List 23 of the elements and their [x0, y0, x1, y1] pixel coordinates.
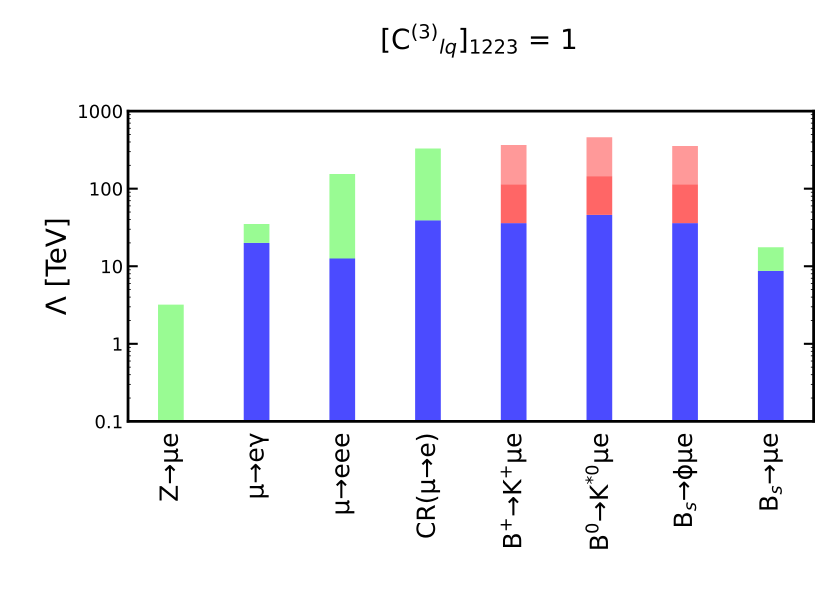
bar [672, 146, 698, 184]
y-tick-label: 0.1 [96, 414, 122, 428]
x-tick-label: B$^{+}$→K$^{+}$μe [500, 434, 526, 548]
bar [500, 145, 527, 184]
x-tick-label: μ→eγ [249, 433, 269, 498]
x-tick-label: Z→μe [160, 434, 183, 501]
bar [586, 176, 612, 215]
y-tick-label: 10 [102, 260, 122, 274]
x-tick-label: B$^{0}$→K$^{*0}$μe [585, 434, 614, 549]
chart-title: [C$^{(3)}$$_{lq}$]$_{1223}$ = 1 [382, 24, 576, 58]
bar [758, 247, 784, 271]
y-axis-title: Λ [TeV] [44, 220, 70, 315]
bar [500, 184, 527, 224]
bar [672, 184, 698, 224]
y-tick-label: 1000 [79, 104, 122, 118]
bar [244, 224, 270, 243]
x-tick-label: B$_{s}$→ϕμe [672, 434, 698, 526]
x-tick-label: B$_{s}$→μe [759, 434, 783, 510]
bar [586, 137, 612, 176]
x-tick-label: CR(μ→e) [416, 434, 440, 538]
y-tick-label: 1 [114, 338, 122, 351]
x-tick-label: μ→eee [335, 434, 354, 514]
y-tick-label: 100 [90, 182, 122, 196]
